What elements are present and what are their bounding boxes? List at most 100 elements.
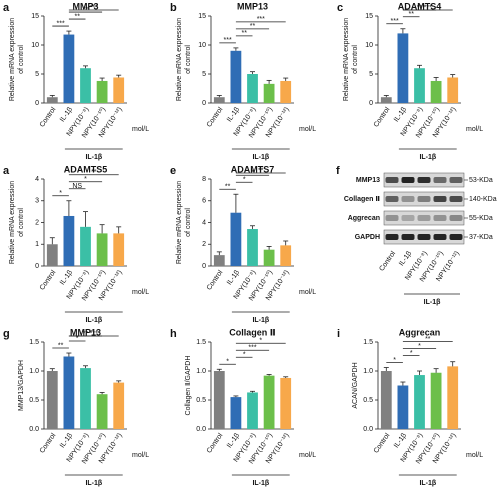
x-tick-label: IL-1β xyxy=(59,106,74,123)
panel-letter: g xyxy=(3,328,10,340)
y-tick-label: 4 xyxy=(35,176,39,183)
y-axis-label: of control xyxy=(18,45,25,74)
y-tick-label: 6 xyxy=(202,198,206,205)
panel-letter: a xyxy=(3,2,10,14)
group-label: IL-1β xyxy=(85,317,102,324)
bar xyxy=(46,371,58,429)
y-axis-label: of control xyxy=(185,208,192,237)
panel-letter: h xyxy=(170,328,177,340)
y-tick-label: 2 xyxy=(35,219,39,226)
significance-label: ** xyxy=(408,11,414,18)
y-tick-label: 0 xyxy=(35,100,39,107)
y-tick-label: 8 xyxy=(202,176,206,183)
bar xyxy=(263,375,275,429)
blot-band xyxy=(385,234,399,240)
y-axis-label: Relative mRNA expression xyxy=(176,18,183,101)
significance-label: * xyxy=(418,343,421,350)
y-tick-label: 5 xyxy=(35,71,39,78)
blot-band xyxy=(417,196,431,202)
bar xyxy=(380,97,392,103)
significance-label: * xyxy=(59,190,62,197)
blot-band xyxy=(385,196,399,202)
y-tick-label: 0.0 xyxy=(363,426,373,433)
y-tick-label: 0 xyxy=(202,263,206,270)
bar xyxy=(96,394,108,429)
bar xyxy=(447,77,459,103)
unit-label: mol/L xyxy=(132,289,149,296)
x-tick-label: IL-1β xyxy=(393,106,408,123)
bar xyxy=(247,229,258,266)
bar xyxy=(113,77,125,103)
significance-label: ** xyxy=(258,167,264,174)
y-tick-label: 15 xyxy=(198,13,206,20)
significance-label: *** xyxy=(391,18,399,25)
bar xyxy=(213,371,225,429)
blot-band xyxy=(433,196,447,202)
y-tick-label: 10 xyxy=(31,42,39,49)
x-tick-label: IL-1β xyxy=(226,432,241,449)
significance-label: *** xyxy=(90,330,98,337)
bar xyxy=(80,226,91,266)
bar xyxy=(247,392,258,429)
bar xyxy=(430,372,442,429)
bar xyxy=(113,382,125,429)
bar xyxy=(280,245,292,266)
bar xyxy=(46,244,58,266)
x-tick-label: IL-1β xyxy=(59,432,74,449)
group-label: IL-1β xyxy=(419,480,436,487)
y-tick-label: 1.5 xyxy=(196,339,206,346)
bar xyxy=(263,249,275,266)
x-tick-label: Control xyxy=(206,432,225,455)
unit-label: mol/L xyxy=(132,126,149,133)
x-tick-label: Control xyxy=(39,106,58,129)
y-tick-label: 0.0 xyxy=(196,426,206,433)
x-tick-label: Control xyxy=(373,106,392,129)
y-tick-label: 1.0 xyxy=(363,368,373,375)
bar xyxy=(96,80,108,103)
protein-label: GAPDH xyxy=(355,234,380,241)
blot-band xyxy=(401,215,415,221)
y-tick-label: 0.5 xyxy=(196,397,206,404)
unit-label: mol/L xyxy=(466,126,483,133)
x-tick-label: IL-1β xyxy=(59,269,74,286)
blot-band xyxy=(401,234,415,240)
x-tick-label: IL-1β xyxy=(393,432,408,449)
bar xyxy=(247,74,258,103)
bar xyxy=(80,68,91,103)
x-tick-label: IL-1β xyxy=(226,269,241,286)
y-axis-label: of control xyxy=(185,45,192,74)
x-tick-label: IL-1β xyxy=(226,106,241,123)
group-label: IL-1β xyxy=(419,154,436,161)
y-tick-label: 1.0 xyxy=(29,368,39,375)
y-tick-label: 10 xyxy=(365,42,373,49)
group-label: IL-1β xyxy=(85,154,102,161)
blot-band xyxy=(401,196,415,202)
y-axis-label: of control xyxy=(352,45,359,74)
chart-title: MMP3 xyxy=(72,1,98,11)
bar xyxy=(263,83,275,103)
bar xyxy=(80,368,91,429)
y-tick-label: 1.0 xyxy=(196,368,206,375)
blot-band xyxy=(449,215,463,221)
significance-label: ** xyxy=(91,169,97,176)
unit-label: mol/L xyxy=(299,452,316,459)
significance-label: *** xyxy=(424,4,432,11)
significance-label: ** xyxy=(58,342,64,349)
y-tick-label: 3 xyxy=(35,198,39,205)
y-axis-label: MMP13/GAPDH xyxy=(18,360,25,411)
bar xyxy=(230,397,242,429)
significance-label: * xyxy=(259,338,262,345)
protein-label: Collagen Ⅱ xyxy=(344,196,380,203)
bar xyxy=(213,255,225,266)
significance-label: * xyxy=(76,335,79,342)
bar xyxy=(447,366,459,429)
y-tick-label: 0.0 xyxy=(29,426,39,433)
bar xyxy=(230,50,242,103)
lane-label: Control xyxy=(378,250,397,273)
significance-label: *** xyxy=(224,37,232,44)
y-tick-label: 0.5 xyxy=(363,397,373,404)
unit-label: mol/L xyxy=(132,452,149,459)
size-label: 140-KDa xyxy=(469,196,497,203)
protein-label: Aggrecan xyxy=(348,215,380,222)
